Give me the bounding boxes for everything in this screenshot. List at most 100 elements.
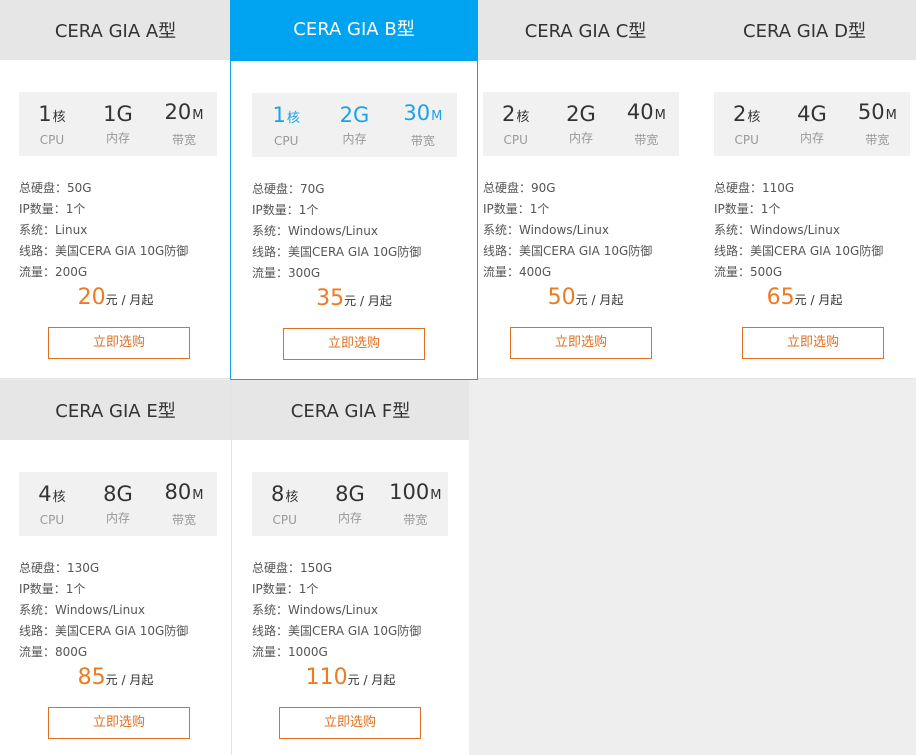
- line-info: 线路：美国CERA GIA 10G防御: [19, 624, 189, 638]
- cpu-unit: 核: [52, 489, 66, 505]
- bandwidth-label: 带宽: [410, 134, 435, 148]
- cpu-label: CPU: [272, 512, 297, 527]
- cpu-label: CPU: [273, 133, 299, 148]
- buy-button[interactable]: 立即选购: [742, 327, 884, 359]
- disk-info: 总硬盘：90G: [483, 181, 556, 195]
- memory-label: 内存: [568, 131, 593, 145]
- spec-box: 2核 CPU 2G 内存 40M 带宽: [483, 92, 679, 156]
- plan-title: CERA GIA A型: [0, 0, 231, 60]
- line-info: 线路：美国CERA GIA 10G防御: [252, 624, 422, 638]
- line-info: 线路：美国CERA GIA 10G防御: [252, 245, 422, 259]
- spec-box: 2核 CPU 4G 内存 50M 带宽: [714, 92, 910, 156]
- disk-info: 总硬盘：70G: [252, 182, 325, 196]
- spec-cpu: 4核 CPU: [19, 472, 85, 536]
- plan-details: 总硬盘：110G IP数量：1个 系统：Windows/Linux 线路：美国C…: [714, 178, 883, 283]
- memory-value: 1G: [103, 102, 133, 126]
- price-unit: 元 / 月起: [105, 673, 154, 687]
- cpu-unit: 核: [747, 109, 761, 125]
- ip-info: IP数量：1个: [19, 202, 86, 216]
- plan-price: 50元 / 月起: [478, 285, 693, 310]
- plan-details: 总硬盘：50G IP数量：1个 系统：Linux 线路：美国CERA GIA 1…: [19, 178, 188, 283]
- ip-info: IP数量：1个: [483, 202, 550, 216]
- memory-label: 内存: [799, 131, 824, 145]
- os-info: 系统：Windows/Linux: [19, 603, 145, 617]
- cpu-unit: 核: [516, 109, 530, 125]
- column-divider: [231, 380, 232, 755]
- line-info: 线路：美国CERA GIA 10G防御: [714, 244, 884, 258]
- spec-bandwidth: 40M 带宽: [614, 92, 679, 156]
- price-unit: 元 / 月起: [575, 293, 624, 307]
- bandwidth-unit: M: [192, 108, 204, 123]
- price-value: 110: [305, 665, 348, 690]
- disk-info: 总硬盘：130G: [19, 561, 100, 575]
- buy-button[interactable]: 立即选购: [279, 707, 421, 739]
- traffic-info: 流量：300G: [252, 266, 321, 280]
- spec-cpu: 1核 CPU: [252, 93, 320, 157]
- cpu-label: CPU: [503, 132, 528, 147]
- spec-memory: 4G 内存: [779, 92, 844, 156]
- plan-price: 110元 / 月起: [232, 665, 469, 690]
- price-unit: 元 / 月起: [347, 673, 396, 687]
- bandwidth-label: 带宽: [403, 513, 428, 527]
- bandwidth-label: 带宽: [634, 133, 659, 147]
- spec-cpu: 8核 CPU: [252, 472, 317, 536]
- ip-info: IP数量：1个: [19, 582, 86, 596]
- disk-info: 总硬盘：50G: [19, 181, 92, 195]
- traffic-info: 流量：800G: [19, 645, 88, 659]
- bandwidth-value: 50: [857, 100, 885, 124]
- buy-button[interactable]: 立即选购: [48, 327, 190, 359]
- cpu-value: 4: [38, 481, 52, 506]
- bandwidth-unit: M: [885, 108, 897, 123]
- os-info: 系统：Windows/Linux: [252, 224, 378, 238]
- spec-memory: 1G 内存: [85, 92, 151, 156]
- cpu-unit: 核: [285, 489, 299, 505]
- bandwidth-unit: M: [192, 488, 204, 503]
- spec-box: 1核 CPU 2G 内存 30M 带宽: [252, 93, 457, 157]
- line-info: 线路：美国CERA GIA 10G防御: [19, 244, 189, 258]
- cpu-value: 1: [38, 101, 52, 126]
- bandwidth-unit: M: [430, 488, 442, 503]
- plan-details: 总硬盘：90G IP数量：1个 系统：Windows/Linux 线路：美国CE…: [483, 178, 652, 283]
- cpu-label: CPU: [39, 132, 65, 147]
- traffic-info: 流量：1000G: [252, 645, 328, 659]
- plan-card-a: CERA GIA A型 1核 CPU 1G 内存 20M 带宽 总硬盘：50G IP数…: [0, 0, 231, 378]
- spec-bandwidth: 50M 带宽: [845, 92, 910, 156]
- ip-info: IP数量：1个: [714, 202, 781, 216]
- disk-info: 总硬盘：110G: [714, 181, 795, 195]
- traffic-info: 流量：500G: [714, 265, 783, 279]
- plan-card-c: CERA GIA C型 2核 CPU 2G 内存 40M 带宽 总硬盘：90G IP数…: [478, 0, 693, 378]
- bandwidth-value: 40: [626, 100, 654, 124]
- disk-info: 总硬盘：150G: [252, 561, 333, 575]
- cpu-value: 2: [732, 101, 747, 126]
- plan-card-b: CERA GIA B型 1核 CPU 2G 内存 30M 带宽 总硬盘：70G IP数…: [230, 0, 478, 380]
- os-info: 系统：Linux: [19, 223, 88, 237]
- bandwidth-unit: M: [431, 109, 443, 124]
- buy-button[interactable]: 立即选购: [48, 707, 190, 739]
- spec-cpu: 2核 CPU: [714, 92, 779, 156]
- plan-card-e: CERA GIA E型 4核 CPU 8G 内存 80M 带宽 总硬盘：130G IP…: [0, 380, 231, 755]
- cpu-label: CPU: [39, 512, 65, 527]
- buy-button[interactable]: 立即选购: [283, 328, 425, 360]
- plan-price: 35元 / 月起: [231, 286, 477, 311]
- memory-label: 内存: [337, 511, 362, 525]
- memory-value: 2G: [339, 103, 370, 127]
- plan-card-d: CERA GIA D型 2核 CPU 4G 内存 50M 带宽 总硬盘：110G IP…: [693, 0, 916, 378]
- plan-price: 65元 / 月起: [693, 285, 916, 310]
- buy-button[interactable]: 立即选购: [510, 327, 652, 359]
- cpu-value: 2: [501, 101, 516, 126]
- spec-box: 4核 CPU 8G 内存 80M 带宽: [19, 472, 217, 536]
- plan-title: CERA GIA D型: [693, 0, 916, 60]
- spec-box: 1核 CPU 1G 内存 20M 带宽: [19, 92, 217, 156]
- bandwidth-value: 80: [164, 480, 192, 504]
- memory-label: 内存: [342, 132, 367, 146]
- traffic-info: 流量：400G: [483, 265, 552, 279]
- spec-bandwidth: 20M 带宽: [151, 92, 217, 156]
- cpu-value: 8: [270, 481, 285, 506]
- price-unit: 元 / 月起: [794, 293, 843, 307]
- plan-price: 20元 / 月起: [0, 285, 231, 310]
- cpu-value: 1: [272, 102, 286, 127]
- price-value: 85: [77, 665, 106, 690]
- spec-bandwidth: 30M 带宽: [389, 93, 457, 157]
- plan-details: 总硬盘：130G IP数量：1个 系统：Windows/Linux 线路：美国C…: [19, 558, 188, 663]
- memory-value: 2G: [566, 102, 596, 126]
